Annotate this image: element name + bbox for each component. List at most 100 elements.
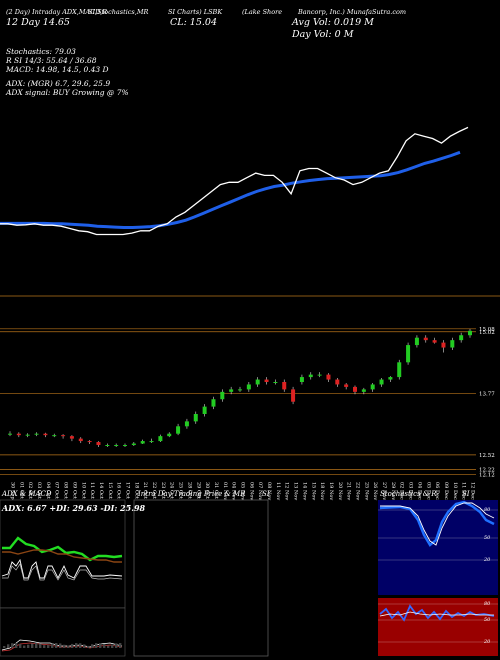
- stochastics-title-si: SI: [462, 490, 470, 498]
- macd-hist-bar: [111, 644, 114, 648]
- stochastics-value: Stochastics: 79.03: [6, 47, 76, 56]
- date-tick-label: 26 Nov: [372, 482, 378, 500]
- moving-average-series: [0, 150, 461, 229]
- date-tick-label: 22 Oct: [151, 482, 157, 499]
- date-tick-label: 09 Oct: [71, 482, 77, 499]
- candle-body: [450, 340, 455, 348]
- macd-hist-bar: [59, 643, 62, 648]
- date-tick-label: 29 Oct: [195, 482, 201, 499]
- rsi-tick-80: 80: [484, 601, 491, 607]
- macd-hist-bar: [99, 643, 102, 648]
- plus-di-line: [2, 536, 123, 562]
- date-tick-label: 25 Oct: [178, 482, 184, 499]
- date-tick-label: 05 Dec: [425, 482, 431, 500]
- candle-body: [388, 377, 393, 380]
- candle-body: [308, 374, 313, 378]
- day-volume: Day Vol: 0 M: [292, 29, 354, 40]
- candle-body: [229, 389, 234, 392]
- macd-hist-bar: [11, 643, 14, 648]
- candle-body: [441, 342, 446, 348]
- date-tick-label: 30 Oct: [204, 482, 210, 499]
- date-tick-label: 07 Nov: [257, 482, 263, 500]
- stochastics-title: Stochastics & R: [380, 490, 437, 498]
- date-tick-label: 31 Oct: [213, 482, 219, 499]
- date-tick-label: 18 Nov: [319, 482, 325, 500]
- stoch-tick-20: 20: [484, 557, 491, 563]
- candle-body: [167, 433, 172, 437]
- stoch-k-line: [379, 500, 495, 547]
- candle-body: [344, 384, 349, 387]
- price-axis-label: 15.02: [479, 330, 495, 336]
- candle-body: [326, 374, 331, 380]
- candle-body: [114, 445, 119, 447]
- candle-body: [317, 374, 322, 376]
- macd-hist-bar: [19, 643, 22, 648]
- adx-line-grey: [2, 563, 123, 581]
- chart-header: (2 Day) Intraday ADX,MACD,R SI,Stochasti…: [0, 0, 500, 100]
- candle-body: [25, 434, 30, 436]
- candle-body: [176, 426, 181, 434]
- date-tick-label: 06 Dec: [434, 482, 440, 500]
- candle-body: [459, 335, 464, 341]
- candle-body: [238, 389, 242, 391]
- macd-hist-bar: [107, 645, 110, 648]
- candle-body: [123, 445, 127, 447]
- price-line-series: [0, 126, 469, 236]
- rsi-line: [379, 604, 495, 622]
- macd-hist-bar: [119, 643, 122, 648]
- price-axis-label: 12.22: [479, 468, 495, 474]
- date-tick-label: 10 Dec: [452, 482, 458, 500]
- date-tick-label: 04 Dec: [416, 482, 422, 500]
- candle-body: [184, 421, 189, 427]
- date-tick-label: 08 Oct: [63, 482, 69, 499]
- candle-body: [61, 435, 66, 437]
- candle-body: [43, 433, 48, 436]
- candle-body: [282, 382, 287, 390]
- macd-hist-bar: [51, 643, 54, 648]
- header-part-5: Bancorp, Inc.) MunafaSutra.com: [298, 8, 407, 16]
- date-tick-label: 30 Sep: [10, 482, 16, 500]
- date-tick-label: 27 Nov: [381, 482, 387, 500]
- date-tick-label: 15 Oct: [107, 482, 113, 499]
- date-tick-label: 28 Oct: [186, 482, 192, 499]
- candle-body: [96, 442, 101, 446]
- date-tick-label: 06 Nov: [248, 482, 254, 500]
- candle-body: [299, 377, 304, 382]
- candle-body: [202, 406, 207, 414]
- rsi-tick-50: 50: [484, 617, 491, 623]
- date-tick-label: 05 Nov: [240, 482, 246, 500]
- candle-body: [255, 379, 260, 385]
- candle-body: [246, 384, 251, 390]
- macd-hist-bar: [55, 643, 58, 648]
- candle-body: [105, 445, 110, 447]
- date-tick-label: 21 Nov: [346, 482, 352, 500]
- adx-macd-panel: [0, 499, 126, 657]
- candle-body: [273, 382, 278, 383]
- rsi-value: R SI 14/3: 55.64 / 36.68: [6, 56, 97, 65]
- stoch-d-line: [380, 502, 495, 546]
- header-part-3: SI Charts) LSBK: [168, 8, 223, 16]
- date-tick-label: 20 Nov: [337, 482, 343, 500]
- stochastics-panel: [378, 500, 498, 656]
- date-tick-label: 16 Oct: [116, 482, 122, 499]
- date-tick-label: 07 Oct: [54, 482, 60, 499]
- candle-body: [211, 399, 216, 407]
- macd-hist-bar: [31, 643, 34, 648]
- candle-body: [52, 435, 57, 437]
- macd-hist-bar: [67, 645, 70, 648]
- candle-body: [87, 441, 92, 443]
- date-tick-label: 10 Oct: [80, 482, 86, 499]
- close-price: CL: 15.04: [170, 17, 217, 28]
- adx-line-white: [1, 558, 123, 580]
- macd-hist-bar: [23, 645, 26, 648]
- minus-di-line: [2, 549, 122, 563]
- date-tick-label: 02 Dec: [399, 482, 405, 500]
- date-tick-label: 04 Oct: [45, 482, 51, 499]
- macd-hist-bar: [71, 643, 74, 648]
- macd-hist-bar: [7, 644, 10, 648]
- date-tick-label: 21 Oct: [142, 482, 148, 499]
- candle-body: [140, 441, 145, 444]
- date-tick-label: 24 Oct: [169, 482, 175, 499]
